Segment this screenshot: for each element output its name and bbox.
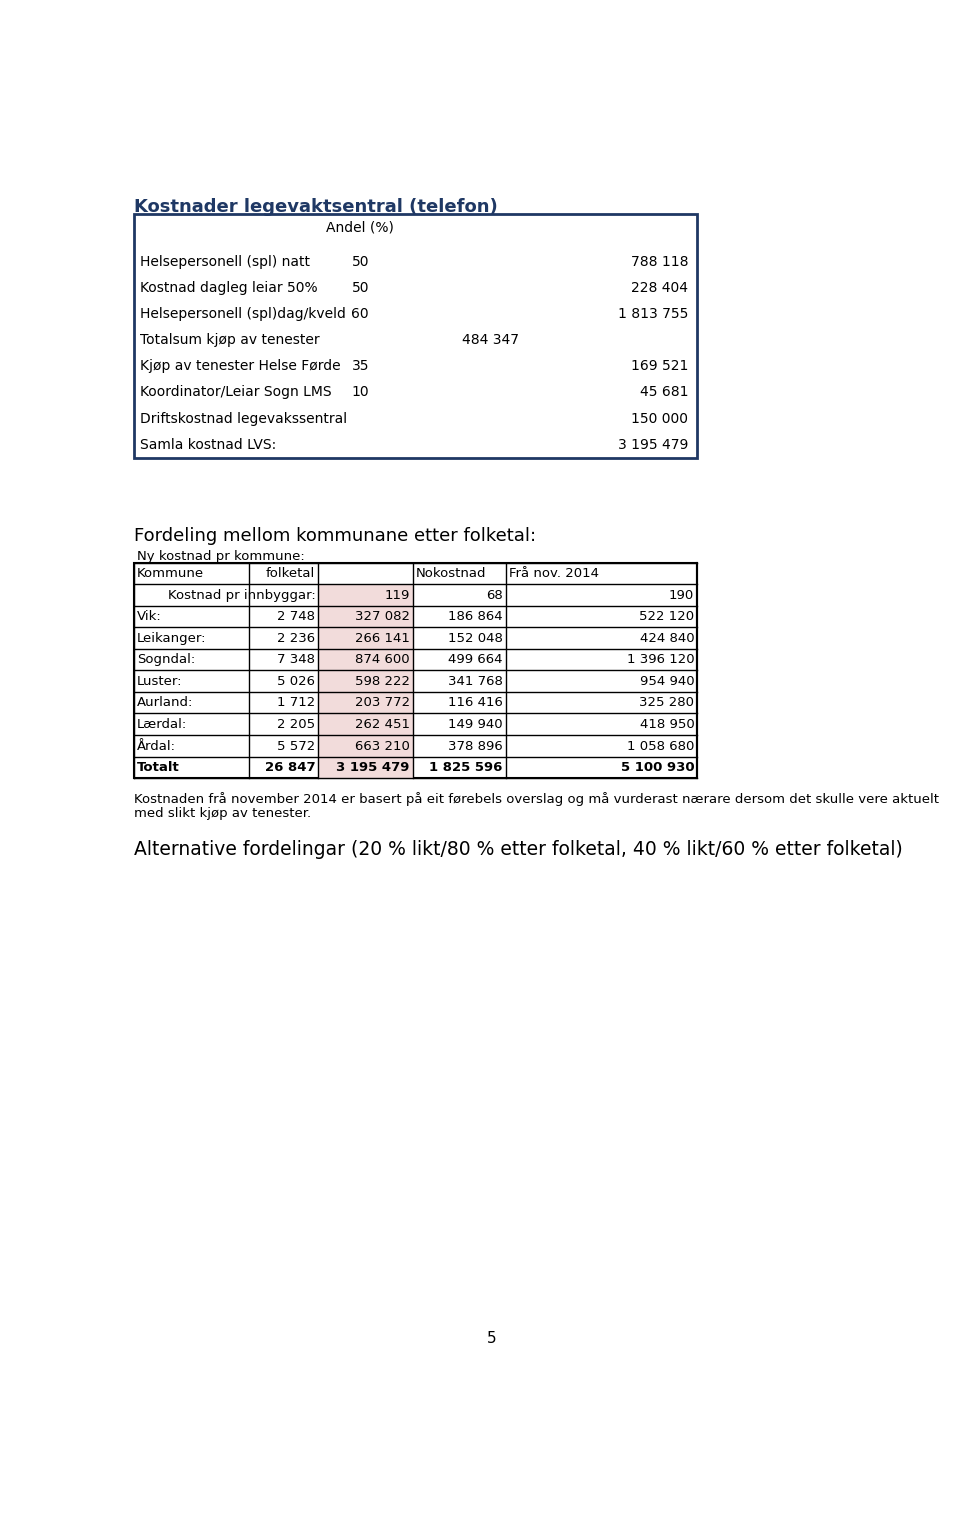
Text: 5 100 930: 5 100 930	[621, 761, 694, 775]
Text: 50: 50	[351, 255, 369, 269]
Text: Fordeling mellom kommunane etter folketal:: Fordeling mellom kommunane etter folketa…	[134, 527, 536, 546]
Text: 50: 50	[351, 281, 369, 295]
Text: 2 205: 2 205	[277, 718, 315, 732]
Text: 341 768: 341 768	[448, 675, 503, 689]
Text: 598 222: 598 222	[355, 675, 410, 689]
Text: Ny kostnad pr kommune:: Ny kostnad pr kommune:	[137, 550, 305, 563]
Bar	[134, 563, 697, 778]
Text: 169 521: 169 521	[631, 360, 688, 373]
Text: 1 813 755: 1 813 755	[617, 307, 688, 321]
Text: 418 950: 418 950	[639, 718, 694, 732]
Text: Alternative fordelingar (20 % likt/80 % etter folketal, 40 % likt/60 % etter fol: Alternative fordelingar (20 % likt/80 % …	[134, 839, 902, 859]
Text: Nokostnad: Nokostnad	[416, 567, 487, 579]
Text: med slikt kjøp av tenester.: med slikt kjøp av tenester.	[134, 807, 311, 821]
Text: Aurland:: Aurland:	[137, 696, 193, 710]
Text: 203 772: 203 772	[355, 696, 410, 710]
Text: 5: 5	[487, 1331, 497, 1346]
Text: 5 026: 5 026	[277, 675, 315, 689]
Text: 150 000: 150 000	[631, 412, 688, 426]
Text: 45 681: 45 681	[639, 386, 688, 400]
Text: 325 280: 325 280	[639, 696, 694, 710]
Text: 522 120: 522 120	[639, 610, 694, 622]
Text: 186 864: 186 864	[448, 610, 503, 622]
Text: 149 940: 149 940	[448, 718, 503, 732]
Text: 3 195 479: 3 195 479	[336, 761, 410, 775]
Bar	[319, 584, 413, 778]
Text: 228 404: 228 404	[631, 281, 688, 295]
Text: 2 748: 2 748	[277, 610, 315, 622]
Text: Kostnaden frå november 2014 er basert på eit førebels overslag og må vurderast n: Kostnaden frå november 2014 er basert på…	[134, 792, 939, 805]
Text: 424 840: 424 840	[639, 632, 694, 646]
Text: 1 825 596: 1 825 596	[429, 761, 503, 775]
Text: folketal: folketal	[266, 567, 315, 579]
Text: 10: 10	[351, 386, 369, 400]
Text: 26 847: 26 847	[265, 761, 315, 775]
Text: Kostnad pr innbyggar:: Kostnad pr innbyggar:	[168, 589, 315, 601]
Text: Årdal:: Årdal:	[137, 739, 176, 753]
Text: Helsepersonell (spl)dag/kveld: Helsepersonell (spl)dag/kveld	[140, 307, 346, 321]
Text: 1 712: 1 712	[277, 696, 315, 710]
Text: 266 141: 266 141	[355, 632, 410, 646]
Text: 1 058 680: 1 058 680	[627, 739, 694, 753]
Text: Kostnader legevaktsentral (telefon): Kostnader legevaktsentral (telefon)	[134, 198, 497, 215]
Text: Kostnad dagleg leiar 50%: Kostnad dagleg leiar 50%	[140, 281, 318, 295]
Text: 152 048: 152 048	[448, 632, 503, 646]
Text: Vik:: Vik:	[137, 610, 162, 622]
Text: Luster:: Luster:	[137, 675, 182, 689]
Text: Lærdal:: Lærdal:	[137, 718, 187, 732]
Text: Leikanger:: Leikanger:	[137, 632, 206, 646]
Text: Helsepersonell (spl) natt: Helsepersonell (spl) natt	[140, 255, 310, 269]
Text: 119: 119	[384, 589, 410, 601]
Text: 60: 60	[351, 307, 369, 321]
Text: 484 347: 484 347	[462, 334, 519, 347]
Bar	[134, 215, 697, 458]
Text: 499 664: 499 664	[448, 653, 503, 667]
Text: 663 210: 663 210	[355, 739, 410, 753]
Text: Driftskostnad legevakssentral: Driftskostnad legevakssentral	[140, 412, 348, 426]
Text: Totalsum kjøp av tenester: Totalsum kjøp av tenester	[140, 334, 320, 347]
Text: Koordinator/Leiar Sogn LMS: Koordinator/Leiar Sogn LMS	[140, 386, 332, 400]
Text: 35: 35	[351, 360, 369, 373]
Text: 954 940: 954 940	[639, 675, 694, 689]
Text: 2 236: 2 236	[277, 632, 315, 646]
Text: 116 416: 116 416	[448, 696, 503, 710]
Text: 874 600: 874 600	[355, 653, 410, 667]
Text: 1 396 120: 1 396 120	[627, 653, 694, 667]
Text: 3 195 479: 3 195 479	[617, 438, 688, 452]
Text: Samla kostnad LVS:: Samla kostnad LVS:	[140, 438, 276, 452]
Text: 788 118: 788 118	[631, 255, 688, 269]
Text: 378 896: 378 896	[448, 739, 503, 753]
Text: 327 082: 327 082	[355, 610, 410, 622]
Text: 190: 190	[669, 589, 694, 601]
Text: Totalt: Totalt	[137, 761, 180, 775]
Text: Kjøp av tenester Helse Førde: Kjøp av tenester Helse Førde	[140, 360, 341, 373]
Text: Andel (%): Andel (%)	[326, 221, 395, 235]
Text: 262 451: 262 451	[355, 718, 410, 732]
Text: Kommune: Kommune	[137, 567, 204, 579]
Text: 5 572: 5 572	[277, 739, 315, 753]
Text: 68: 68	[486, 589, 503, 601]
Text: Frå nov. 2014: Frå nov. 2014	[509, 567, 599, 579]
Text: 7 348: 7 348	[277, 653, 315, 667]
Text: Sogndal:: Sogndal:	[137, 653, 195, 667]
